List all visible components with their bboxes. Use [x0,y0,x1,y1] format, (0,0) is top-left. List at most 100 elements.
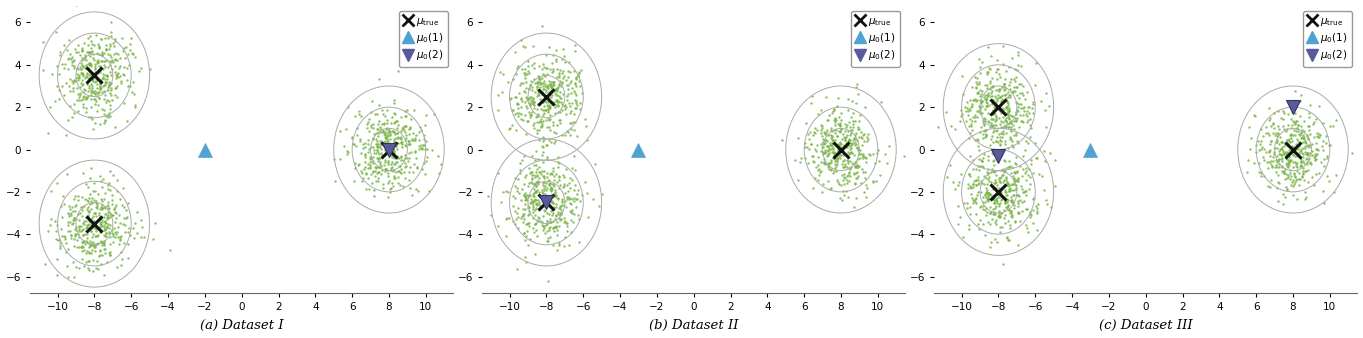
Point [376,107,398,113]
Point [788,178,810,183]
Point [350,169,372,174]
Point [384,143,406,148]
Point [1293,118,1315,124]
Point [371,167,393,172]
Point [837,180,859,186]
Point [973,116,995,121]
Point [48,87,70,93]
Point [542,86,564,91]
Point [525,201,547,207]
Point [983,192,1005,197]
Point [985,221,1007,227]
Point [837,174,859,179]
Point [414,112,436,118]
Point [983,159,1005,164]
Point [365,179,387,184]
Point [1013,93,1035,98]
Point [545,98,567,104]
Point [82,88,104,94]
Point [571,192,593,198]
Point [1276,149,1298,154]
Point [104,57,125,63]
Point [541,68,563,73]
Point [552,133,574,138]
Point [533,223,555,228]
Point [1007,104,1029,110]
Point [555,198,577,203]
Point [960,116,981,122]
Point [1009,164,1030,169]
Point [816,138,838,144]
Point [965,114,987,119]
Point [515,172,537,178]
Point [981,100,1003,105]
Point [521,169,542,174]
Point [50,226,72,232]
Point [837,97,859,102]
Point [981,101,1003,106]
Point [977,171,999,176]
Point [90,252,112,258]
Point [408,137,429,143]
Point [94,191,116,196]
Point [1276,137,1298,142]
Point [522,210,544,215]
Point [523,121,545,126]
Point [1299,150,1321,155]
Point [1026,227,1048,233]
Point [109,73,131,79]
Point [510,168,532,173]
Point [1274,166,1296,171]
Point [1299,142,1321,148]
Point [45,29,67,34]
Point [93,120,114,125]
Point [557,180,579,186]
Point [489,70,511,75]
Point [1307,134,1329,139]
Point [515,105,537,110]
Point [1315,134,1337,139]
Point [101,228,123,233]
Point [1262,154,1284,159]
Point [384,119,406,124]
Point [1307,147,1329,152]
Point [1319,142,1341,147]
Point [507,225,529,230]
Point [990,137,1011,143]
Point [994,187,1015,192]
Point [408,146,429,152]
Point [981,166,1003,172]
Point [979,142,1000,147]
Point [799,136,821,142]
Point [1240,136,1262,141]
Point [999,93,1021,98]
Point [525,205,547,210]
Point [975,194,996,199]
Point [510,117,532,122]
Point [1010,199,1032,205]
Point [49,52,71,58]
Point [991,100,1013,106]
Point [563,111,585,117]
Point [79,166,101,171]
Point [991,130,1013,136]
Point [867,150,889,155]
Point [63,197,85,202]
Point [990,189,1011,194]
Point [507,190,529,196]
Point [398,177,420,183]
Point [808,166,830,171]
Point [960,107,981,113]
Point [984,103,1006,109]
Point [86,241,108,246]
Point [83,180,105,186]
Point [1009,95,1030,101]
Point [76,235,98,240]
Point [983,186,1005,191]
Point [998,92,1020,98]
Point [367,126,388,131]
Point [512,211,534,216]
Point [848,126,870,131]
Point [533,87,555,92]
Point [1284,145,1306,151]
